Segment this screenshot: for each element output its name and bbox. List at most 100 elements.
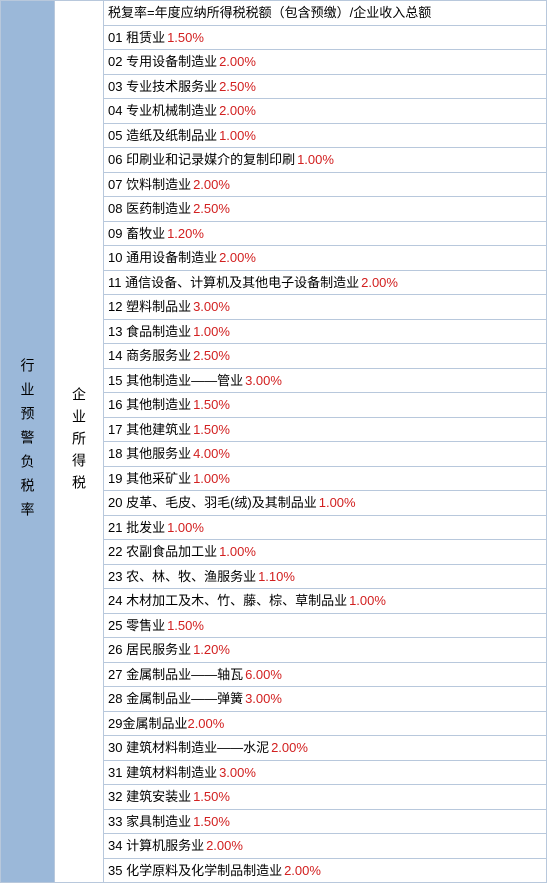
table-row: 31 建筑材料制造业 3.00%	[103, 760, 547, 785]
table-row: 28 金属制品业——弹簧 3.00%	[103, 686, 547, 711]
row-rate: 3.00%	[245, 689, 282, 709]
left-header-cell: 行业预警负税率	[0, 0, 55, 883]
formula-text: 税复率=年度应纳所得税税额（包含预缴）/企业收入总额	[108, 3, 431, 23]
row-rate: 2.50%	[193, 346, 230, 366]
row-label: 15 其他制造业——管业	[108, 371, 243, 391]
table-row: 24 木材加工及木、竹、藤、棕、草制品业 1.00%	[103, 588, 547, 613]
row-label: 30 建筑材料制造业——水泥	[108, 738, 269, 758]
table-row: 26 居民服务业 1.20%	[103, 637, 547, 662]
row-label: 04 专业机械制造业	[108, 101, 217, 121]
tax-rate-table: 行业预警负税率 企业所得税 税复率=年度应纳所得税税额（包含预缴）/企业收入总额…	[0, 0, 547, 883]
table-row: 01 租赁业 1.50%	[103, 25, 547, 50]
row-rate: 1.20%	[167, 224, 204, 244]
row-label: 28 金属制品业——弹簧	[108, 689, 243, 709]
row-rate: 1.50%	[193, 395, 230, 415]
data-column: 税复率=年度应纳所得税税额（包含预缴）/企业收入总额 01 租赁业 1.50%0…	[103, 0, 547, 883]
table-row: 17 其他建筑业 1.50%	[103, 417, 547, 442]
row-label: 22 农副食品加工业	[108, 542, 217, 562]
table-row: 23 农、林、牧、渔服务业 1.10%	[103, 564, 547, 589]
row-label: 14 商务服务业	[108, 346, 191, 366]
table-row: 15 其他制造业——管业 3.00%	[103, 368, 547, 393]
row-label: 33 家具制造业	[108, 812, 191, 832]
row-rate: 3.00%	[245, 371, 282, 391]
row-label: 13 食品制造业	[108, 322, 191, 342]
left-header-text: 行业预警负税率	[18, 358, 38, 526]
row-label: 25 零售业	[108, 616, 165, 636]
mid-header-text: 企业所得税	[69, 387, 89, 497]
row-rate: 3.00%	[193, 297, 230, 317]
table-row: 19 其他采矿业 1.00%	[103, 466, 547, 491]
row-label: 27 金属制品业——轴瓦	[108, 665, 243, 685]
table-row: 30 建筑材料制造业——水泥 2.00%	[103, 735, 547, 760]
table-row: 21 批发业 1.00%	[103, 515, 547, 540]
row-rate: 1.50%	[193, 787, 230, 807]
row-rate: 3.00%	[219, 763, 256, 783]
row-rate: 2.00%	[206, 836, 243, 856]
row-label: 03 专业技术服务业	[108, 77, 217, 97]
row-rate: 1.00%	[319, 493, 356, 513]
table-row: 32 建筑安装业 1.50%	[103, 784, 547, 809]
row-rate: 1.00%	[349, 591, 386, 611]
table-row: 03 专业技术服务业 2.50%	[103, 74, 547, 99]
row-label: 11 通信设备、计算机及其他电子设备制造业	[108, 273, 359, 293]
row-rate: 4.00%	[193, 444, 230, 464]
row-label: 19 其他采矿业	[108, 469, 191, 489]
table-row: 29金属制品业 2.00%	[103, 711, 547, 736]
table-row: 13 食品制造业 1.00%	[103, 319, 547, 344]
row-label: 23 农、林、牧、渔服务业	[108, 567, 256, 587]
row-rate: 2.50%	[193, 199, 230, 219]
row-rate: 1.50%	[193, 420, 230, 440]
row-rate: 2.00%	[193, 175, 230, 195]
table-row: 33 家具制造业 1.50%	[103, 809, 547, 834]
row-label: 32 建筑安装业	[108, 787, 191, 807]
row-rate: 1.00%	[219, 542, 256, 562]
row-label: 34 计算机服务业	[108, 836, 204, 856]
table-row: 06 印刷业和记录媒介的复制印刷 1.00%	[103, 147, 547, 172]
formula-row: 税复率=年度应纳所得税税额（包含预缴）/企业收入总额	[103, 0, 547, 25]
row-rate: 1.00%	[193, 322, 230, 342]
row-rate: 2.00%	[219, 52, 256, 72]
row-label: 24 木材加工及木、竹、藤、棕、草制品业	[108, 591, 347, 611]
row-label: 05 造纸及纸制品业	[108, 126, 217, 146]
table-row: 18 其他服务业 4.00%	[103, 441, 547, 466]
row-label: 12 塑料制品业	[108, 297, 191, 317]
table-row: 12 塑料制品业 3.00%	[103, 294, 547, 319]
table-row: 07 饮料制造业 2.00%	[103, 172, 547, 197]
table-row: 34 计算机服务业 2.00%	[103, 833, 547, 858]
row-rate: 2.00%	[219, 248, 256, 268]
table-row: 14 商务服务业 2.50%	[103, 343, 547, 368]
row-label: 02 专用设备制造业	[108, 52, 217, 72]
row-label: 31 建筑材料制造业	[108, 763, 217, 783]
table-row: 22 农副食品加工业 1.00%	[103, 539, 547, 564]
row-label: 07 饮料制造业	[108, 175, 191, 195]
row-rate: 1.00%	[193, 469, 230, 489]
table-row: 20 皮革、毛皮、羽毛(绒)及其制品业 1.00%	[103, 490, 547, 515]
row-rate: 2.00%	[271, 738, 308, 758]
row-rate: 6.00%	[245, 665, 282, 685]
row-label: 20 皮革、毛皮、羽毛(绒)及其制品业	[108, 493, 317, 513]
table-row: 27 金属制品业——轴瓦 6.00%	[103, 662, 547, 687]
table-row: 09 畜牧业 1.20%	[103, 221, 547, 246]
row-label: 16 其他制造业	[108, 395, 191, 415]
row-label: 01 租赁业	[108, 28, 165, 48]
row-rate: 2.00%	[219, 101, 256, 121]
mid-header-cell: 企业所得税	[55, 0, 103, 883]
table-row: 04 专业机械制造业 2.00%	[103, 98, 547, 123]
table-row: 02 专用设备制造业 2.00%	[103, 49, 547, 74]
table-row: 10 通用设备制造业 2.00%	[103, 245, 547, 270]
row-rate: 1.50%	[167, 28, 204, 48]
row-label: 06 印刷业和记录媒介的复制印刷	[108, 150, 295, 170]
table-row: 08 医药制造业 2.50%	[103, 196, 547, 221]
row-rate: 1.50%	[193, 812, 230, 832]
row-label: 35 化学原料及化学制品制造业	[108, 861, 282, 881]
table-row: 11 通信设备、计算机及其他电子设备制造业 2.00%	[103, 270, 547, 295]
row-rate: 2.00%	[361, 273, 398, 293]
row-label: 10 通用设备制造业	[108, 248, 217, 268]
row-label: 08 医药制造业	[108, 199, 191, 219]
row-rate: 1.10%	[258, 567, 295, 587]
table-row: 25 零售业 1.50%	[103, 613, 547, 638]
row-rate: 1.20%	[193, 640, 230, 660]
table-row: 16 其他制造业 1.50%	[103, 392, 547, 417]
row-rate: 2.00%	[284, 861, 321, 881]
row-label: 29金属制品业	[108, 714, 187, 734]
